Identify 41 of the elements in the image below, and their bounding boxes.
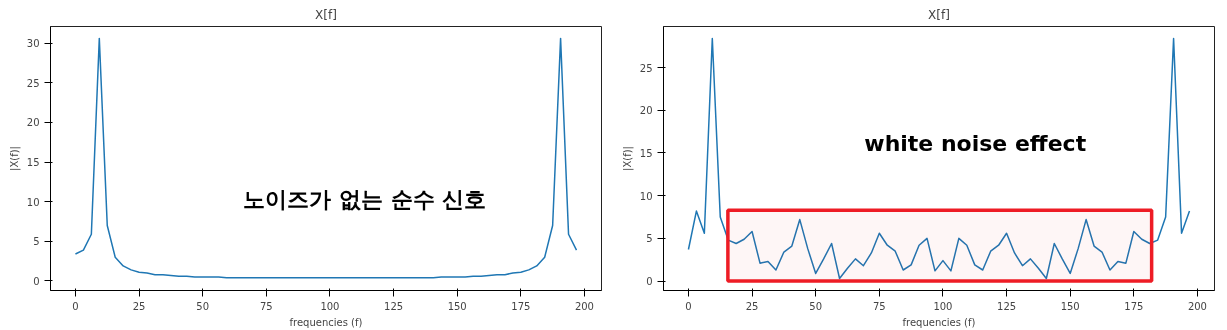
y-tick-label: 25 xyxy=(639,62,653,74)
y-tick-label: 5 xyxy=(33,236,40,248)
x-tick-label: 0 xyxy=(685,300,692,312)
x-tick-label: 100 xyxy=(933,300,953,312)
x-tick-label: 175 xyxy=(1124,300,1144,312)
x-tick-label: 200 xyxy=(1187,300,1207,312)
y-tick-label: 5 xyxy=(646,233,653,245)
x-tick-label: 100 xyxy=(320,300,340,312)
y-tick-label: 20 xyxy=(639,105,653,117)
y-tick-label: 10 xyxy=(639,190,653,202)
x-tick-label: 50 xyxy=(809,300,823,312)
y-axis-title: |X(f)| xyxy=(621,146,634,171)
x-tick-label: 125 xyxy=(384,300,404,312)
annotation: white noise effect xyxy=(864,130,1087,156)
x-tick-label: 150 xyxy=(447,300,467,312)
x-tick-label: 75 xyxy=(872,300,886,312)
x-axis-title: frequencies (f) xyxy=(902,316,976,328)
chart-title: X[f] xyxy=(315,7,337,22)
y-tick-label: 0 xyxy=(33,275,40,287)
x-tick-label: 150 xyxy=(1060,300,1080,312)
annotation: 노이즈가 없는 순수 신호 xyxy=(243,187,487,213)
y-axis-title: |X(f)| xyxy=(8,146,21,171)
chart-title: X[f] xyxy=(928,7,950,22)
x-tick-label: 25 xyxy=(132,300,146,312)
x-tick-label: 175 xyxy=(511,300,531,312)
y-tick-label: 10 xyxy=(26,196,40,208)
x-tick-label: 0 xyxy=(72,300,79,312)
x-axis-title: frequencies (f) xyxy=(289,316,363,328)
y-tick-label: 20 xyxy=(26,117,40,129)
y-tick-label: 15 xyxy=(26,157,40,169)
x-tick-label: 75 xyxy=(259,300,273,312)
y-tick-label: 25 xyxy=(26,77,40,89)
y-tick-label: 0 xyxy=(646,276,653,288)
y-tick-label: 15 xyxy=(639,147,653,159)
x-tick-label: 50 xyxy=(196,300,210,312)
line-series xyxy=(687,37,1191,280)
x-tick-label: 25 xyxy=(745,300,759,312)
line-series xyxy=(74,37,578,279)
y-tick-label: 30 xyxy=(26,38,40,50)
x-tick-label: 200 xyxy=(574,300,594,312)
x-tick-label: 125 xyxy=(997,300,1017,312)
